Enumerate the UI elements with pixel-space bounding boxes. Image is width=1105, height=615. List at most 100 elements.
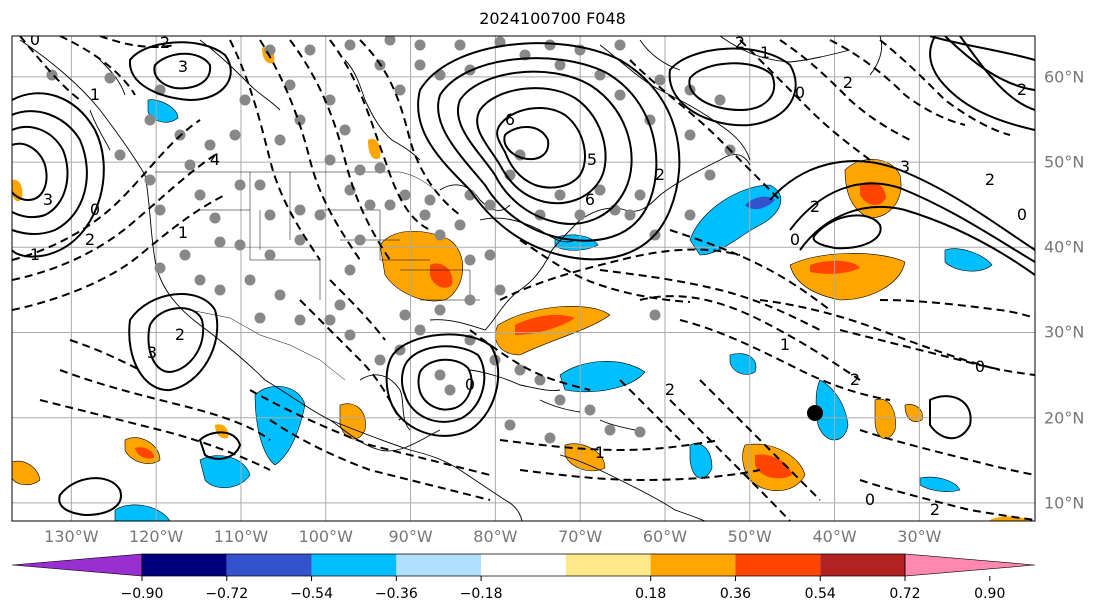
station-dot	[144, 114, 156, 126]
station-dot	[464, 294, 476, 306]
station-dot	[484, 199, 496, 211]
station-dot	[354, 234, 366, 246]
contour-label: 2	[843, 73, 853, 92]
station-dot	[294, 234, 306, 246]
contour-label: 2	[175, 325, 185, 344]
longitude-label: 90°W	[388, 527, 433, 546]
station-dot	[614, 89, 626, 101]
station-dot	[344, 39, 356, 51]
colorbar-segment	[820, 554, 905, 576]
coastlines	[19, 36, 883, 521]
station-dot	[614, 39, 626, 51]
colorbar-max-extension	[904, 553, 1036, 577]
longitude-label: 30°W	[897, 527, 942, 546]
colorbar-segment	[142, 554, 227, 576]
station-dot	[374, 162, 386, 174]
contour-label: 1	[30, 245, 40, 264]
colorbar-tick-label: 0.54	[804, 586, 836, 602]
station-dot	[339, 124, 351, 136]
contour-label: 3	[900, 157, 910, 176]
contour-label: 0	[30, 30, 40, 49]
colorbar-segment	[565, 554, 651, 576]
station-dot	[464, 189, 476, 201]
contour-label: 0	[465, 375, 475, 394]
station-dot	[344, 329, 356, 341]
station-dot	[324, 314, 336, 326]
contour-label: 1	[90, 85, 100, 104]
station-dot	[434, 229, 446, 241]
contour-label: 1	[780, 335, 790, 354]
latitude-label: 60°N	[1044, 67, 1085, 87]
station-dot	[454, 219, 466, 231]
contour-label: 0	[90, 200, 100, 219]
storm-center-marker	[807, 405, 823, 421]
station-dot	[634, 189, 646, 201]
station-dot	[444, 384, 456, 396]
station-dot	[274, 289, 286, 301]
station-dot	[154, 204, 166, 216]
station-dot	[419, 209, 431, 221]
station-dot	[394, 344, 406, 356]
latitude-label: 10°N	[1044, 493, 1085, 513]
contour-label: 2	[85, 230, 95, 249]
contour-label: 2	[735, 33, 745, 52]
contour-label: 2	[930, 500, 940, 519]
station-dot	[704, 169, 716, 181]
station-dot	[179, 249, 191, 261]
station-dot	[654, 74, 666, 86]
station-dot	[414, 39, 426, 51]
lat-lon-grid	[12, 36, 1035, 521]
longitude-label: 40°W	[812, 527, 857, 546]
colorbar-tick-label: 0.90	[974, 586, 1006, 602]
colorbar-segment	[311, 554, 397, 576]
station-dot	[354, 164, 366, 176]
station-dot	[684, 209, 696, 221]
contour-label: 2	[850, 370, 860, 389]
station-dot	[104, 72, 116, 84]
contour-label: 2	[665, 380, 675, 399]
station-dot	[574, 209, 586, 221]
contour-label: 2	[655, 165, 665, 184]
station-dot	[154, 262, 166, 274]
contour-label: 2	[985, 170, 995, 189]
contour-label: 4	[210, 150, 220, 169]
longitude-label: 60°W	[642, 527, 688, 546]
station-dot	[649, 309, 661, 321]
station-dot	[304, 44, 316, 56]
station-dot	[454, 39, 466, 51]
station-dot	[239, 94, 251, 106]
station-dot	[544, 432, 556, 444]
colorbar-tick-label: −0.36	[374, 586, 418, 602]
station-dot	[414, 324, 426, 336]
station-dot	[544, 39, 556, 51]
latitude-label: 40°N	[1044, 237, 1085, 257]
station-dot	[229, 129, 241, 141]
longitude-label: 50°W	[727, 527, 772, 546]
station-dot	[514, 364, 526, 376]
longitude-label: 80°W	[473, 527, 518, 546]
latitude-label: 20°N	[1044, 408, 1085, 428]
colorbar-tick-label: 0.18	[635, 586, 667, 602]
colorbar-segment	[481, 554, 566, 576]
colorbar-tick-label: −0.54	[290, 586, 333, 602]
station-dot	[344, 264, 356, 276]
station-dot	[254, 179, 266, 191]
station-dot	[484, 249, 496, 261]
chart-title: 2024100700 F048	[479, 9, 626, 28]
longitude-label: 100°W	[298, 527, 353, 546]
station-dot	[594, 184, 606, 196]
contour-label: 0	[790, 230, 800, 249]
contour-label: 0	[975, 357, 985, 376]
station-dot	[434, 304, 446, 316]
colorbar-segment	[226, 554, 312, 576]
colorbar-tick-label: 0.36	[719, 586, 752, 602]
contour-label: 2	[1017, 80, 1027, 99]
station-dot	[194, 189, 206, 201]
station-dot	[424, 194, 436, 206]
colorbar-tick-label: −0.90	[120, 586, 164, 602]
station-dot	[214, 284, 226, 296]
station-dot	[384, 199, 396, 211]
contour-label: 0	[795, 83, 805, 102]
station-dot	[534, 374, 546, 386]
